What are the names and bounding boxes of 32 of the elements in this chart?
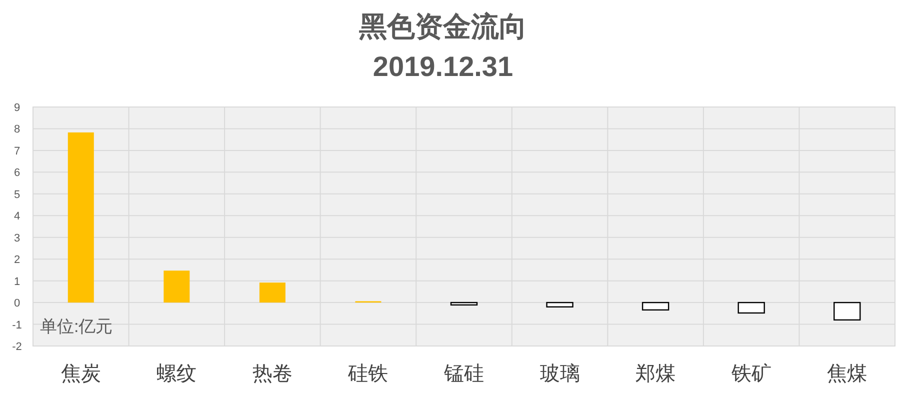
- y-tick-label: 6: [14, 167, 20, 180]
- y-tick-label: 3: [14, 232, 20, 244]
- x-tick-label: 锰硅: [443, 363, 484, 385]
- y-tick-label: 7: [14, 145, 20, 158]
- y-tick-label: 5: [14, 188, 20, 201]
- y-tick-label: 9: [14, 102, 20, 114]
- bar: [546, 302, 574, 308]
- y-tick-label: -1: [12, 319, 22, 332]
- bar: [642, 302, 670, 311]
- bar: [834, 302, 861, 321]
- bar: [164, 270, 190, 303]
- chart-subtitle: 2019.12.31: [372, 51, 514, 82]
- annotation: 单位:亿元: [40, 317, 113, 336]
- x-tick-label: 郑煤: [636, 363, 676, 385]
- chart-title: 黑色资金流向: [358, 11, 527, 42]
- x-tick-label: 硅铁: [347, 363, 388, 385]
- x-tick-label: 焦炭: [60, 363, 101, 385]
- y-tick-label: 8: [14, 124, 20, 136]
- y-tick-label: 0: [14, 298, 20, 310]
- y-tick-label: 1: [14, 276, 20, 288]
- y-tick-label: 2: [14, 254, 20, 266]
- x-tick-label: 热卷: [252, 363, 292, 385]
- y-tick-label: -2: [12, 341, 22, 353]
- y-tick-label: 4: [14, 210, 20, 223]
- bar: [259, 282, 286, 303]
- bar: [450, 302, 478, 306]
- x-tick-label: 焦煤: [827, 363, 868, 385]
- x-tick-label: 螺纹: [156, 363, 197, 385]
- bar: [738, 302, 765, 314]
- x-tick-label: 玻璃: [540, 363, 580, 385]
- bar: [68, 132, 94, 303]
- x-tick-label: 铁矿: [730, 363, 772, 385]
